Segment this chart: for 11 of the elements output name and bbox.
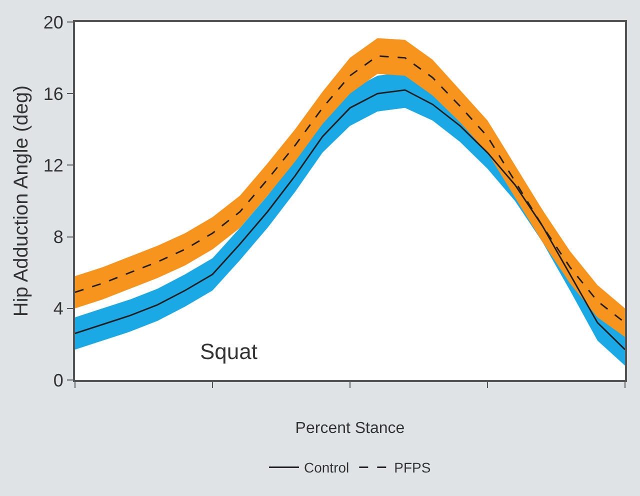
x-axis-title: Percent Stance [295,420,405,438]
legend-label: Control [304,460,350,476]
y-axis-title: Hip Adduction Angle (deg) [10,85,32,317]
y-tick-label: 20 [43,12,64,32]
annotation: Squat [200,339,258,364]
y-tick-label: 8 [53,227,64,248]
y-tick-label: 0 [53,370,64,390]
y-tick-label: 12 [43,156,64,176]
y-tick-label: 4 [53,298,64,319]
y-tick-label: 16 [43,84,64,104]
legend-label: PFPS [394,460,431,476]
